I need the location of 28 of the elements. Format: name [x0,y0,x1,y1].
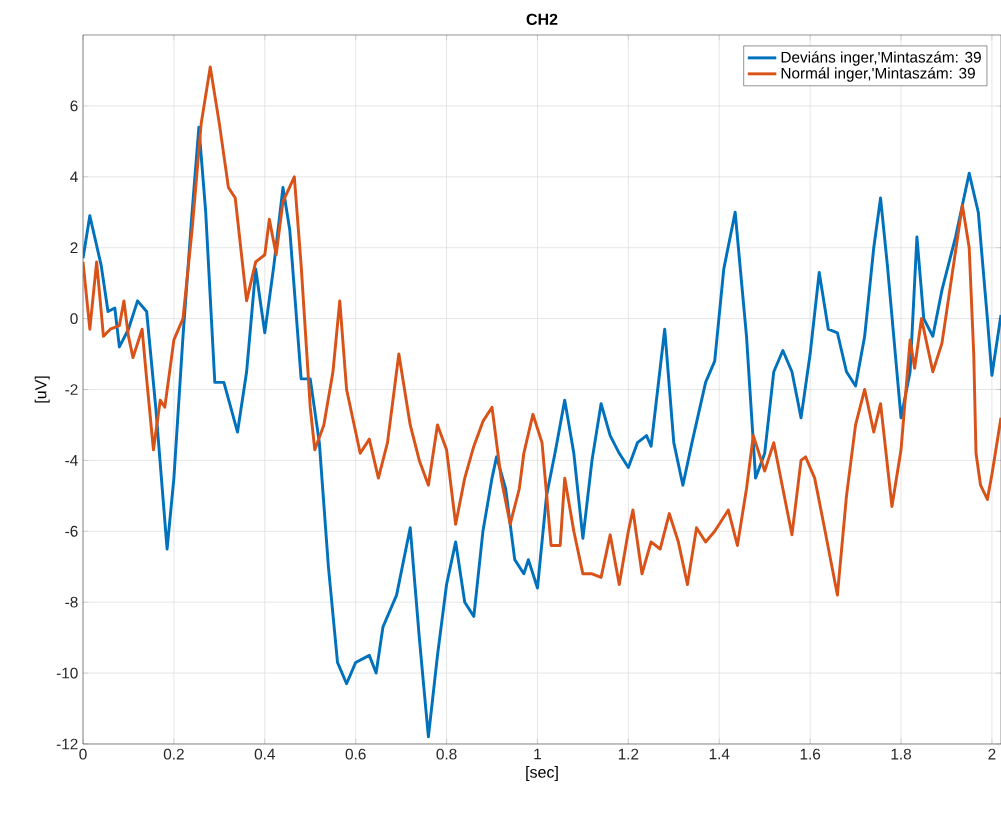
chart-title: CH2 [526,13,558,25]
y-tick-label: -2 [65,384,78,395]
x-tick-label: 0.4 [254,748,275,760]
y-tick-label: -10 [56,667,78,679]
y-tick-label: -12 [56,738,78,750]
y-tick-label: -6 [65,525,78,537]
x-tick-label: 1.4 [709,748,730,760]
x-tick-label: 0.2 [163,748,184,760]
x-tick-label: 0.6 [345,748,366,760]
x-tick-label: 1.8 [891,748,912,760]
y-tick-label: 2 [70,242,78,254]
line-series [83,125,1001,739]
y-tick-label: 0 [70,313,78,325]
x-tick-label: 1 [534,748,541,760]
y-tick-label: -4 [65,455,78,466]
y-tick-label: 4 [70,171,78,183]
x-axis-title: [sec] [526,766,558,781]
y-axis-title: [uV] [34,376,50,403]
x-tick-label: 0 [79,748,87,760]
y-tick-label: -8 [65,596,78,608]
legend-label: Normál inger,'Mintaszám: 39 [781,67,975,82]
y-tick-label: 6 [70,100,78,112]
line-series [83,65,1001,597]
legend-label: Deviáns inger,'Mintaszám: 39 [781,51,981,66]
x-tick-label: 1.6 [800,748,821,760]
x-tick-label: 2 [988,748,996,760]
x-tick-label: 0.8 [436,748,457,760]
x-tick-label: 1.2 [618,748,639,760]
